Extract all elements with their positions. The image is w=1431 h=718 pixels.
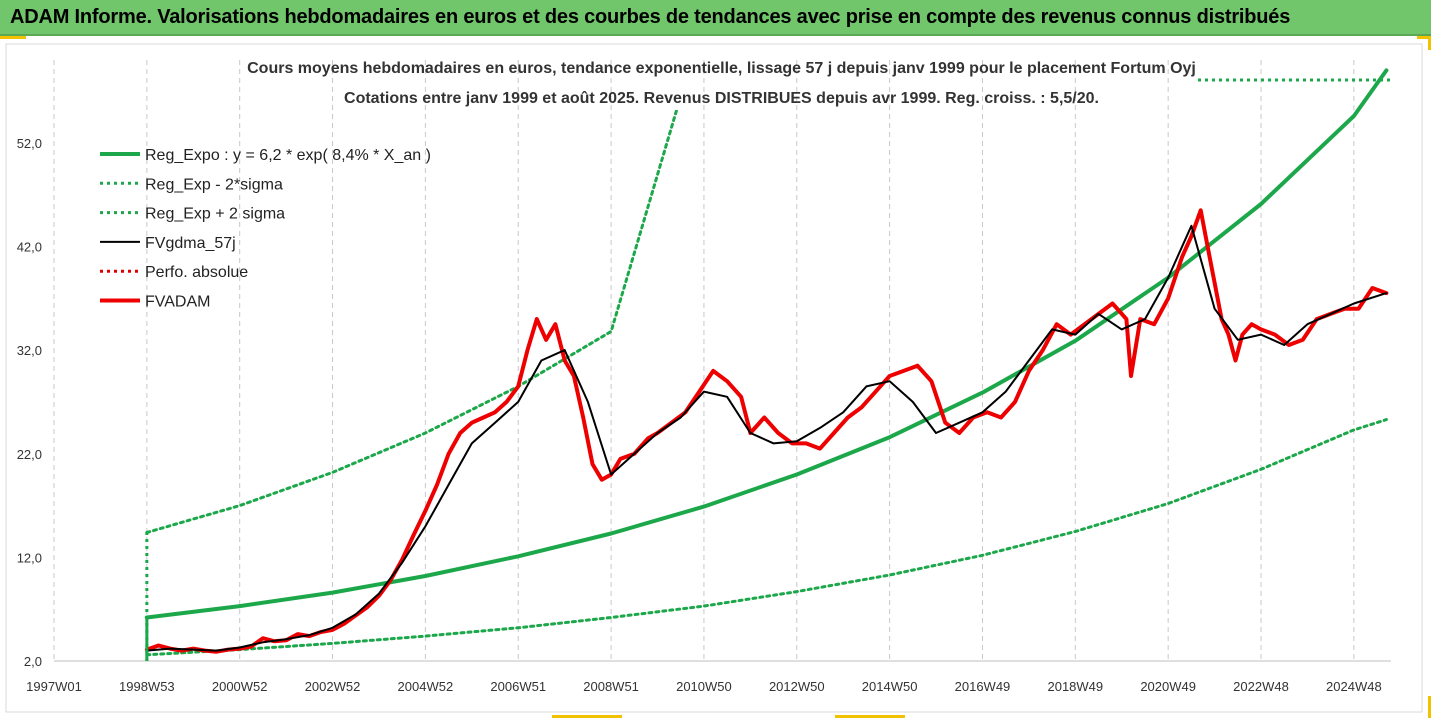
series-line-5 <box>144 208 1389 654</box>
report-title: ADAM Informe. Valorisations hebdomadaire… <box>10 6 1291 28</box>
x-tick-label: 2020W49 <box>1140 679 1196 694</box>
y-tick-label: 32,0 <box>17 343 42 358</box>
y-tick-label: 12,0 <box>17 550 42 565</box>
x-tick-label: 2008W51 <box>583 679 639 694</box>
x-tick-label: 2014W50 <box>862 679 918 694</box>
legend-label-3: FVgdma_57j <box>145 235 236 252</box>
series-line-3 <box>145 224 1388 652</box>
legend-label-0: Reg_Expo : y = 6,2 * exp( 8,4% * X_an ) <box>145 147 431 164</box>
report-banner: ADAM Informe. Valorisations hebdomadaire… <box>0 0 1431 36</box>
legend-label-2: Reg_Exp + 2 sigma <box>145 206 285 223</box>
series-line-2 <box>145 110 679 534</box>
frame-mark-bottom-middle <box>835 715 905 718</box>
y-tick-label: 52,0 <box>17 136 42 151</box>
frame-corner-right <box>1428 36 1431 50</box>
legend-label-5: FVADAM <box>145 294 210 311</box>
x-tick-label: 2010W50 <box>676 679 732 694</box>
chart-title: Cours moyens hebdomadaires en euros, ten… <box>247 60 1196 77</box>
legend-label-1: Reg_Exp - 2*sigma <box>145 176 283 193</box>
y-tick-label: 2,0 <box>24 654 42 669</box>
x-tick-label: 2016W49 <box>955 679 1011 694</box>
x-tick-label: 2018W49 <box>1047 679 1103 694</box>
series-line-0 <box>144 68 1389 620</box>
series-line-1 <box>145 418 1388 657</box>
x-tick-label: 2024W48 <box>1326 679 1382 694</box>
frame-corner-top-left <box>0 36 26 39</box>
x-tick-label: 1998W53 <box>119 679 175 694</box>
x-tick-label: 2004W52 <box>398 679 454 694</box>
frame-corner-top-right <box>1417 36 1431 39</box>
y-tick-label: 22,0 <box>17 447 42 462</box>
chart-subtitle: Cotations entre janv 1999 et août 2025. … <box>344 90 1099 107</box>
x-tick-label: 2022W48 <box>1233 679 1289 694</box>
frame-corner-bottom-right <box>1428 696 1431 718</box>
frame-mark-bottom-left <box>552 715 622 718</box>
chart-frame <box>5 43 1423 713</box>
x-tick-label: 2012W50 <box>769 679 825 694</box>
x-tick-label: 2000W52 <box>212 679 268 694</box>
y-tick-label: 42,0 <box>17 240 42 255</box>
x-tick-label: 1997W01 <box>26 679 82 694</box>
x-tick-label: 2002W52 <box>305 679 361 694</box>
legend-label-4: Perfo. absolue <box>145 264 248 281</box>
x-tick-label: 2006W51 <box>490 679 546 694</box>
